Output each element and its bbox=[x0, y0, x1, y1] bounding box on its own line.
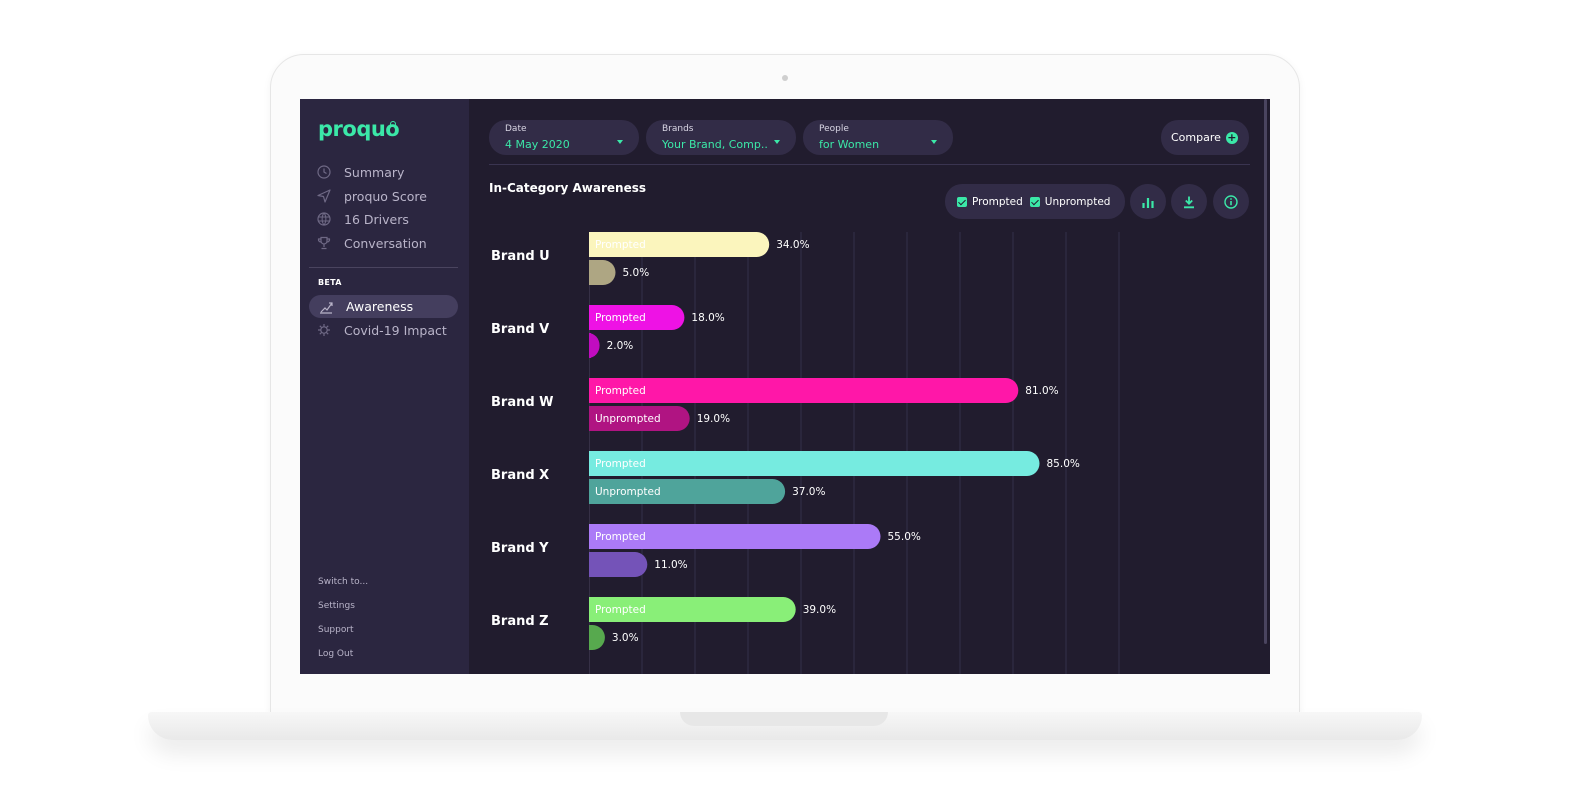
bar-prompted bbox=[577, 232, 770, 257]
category-label: Brand X bbox=[491, 468, 549, 483]
sidebar-item-label: Awareness bbox=[346, 299, 414, 314]
filter-value: 4 May 2020 bbox=[505, 138, 570, 151]
bar-prompted bbox=[577, 378, 1019, 403]
settings-link[interactable]: Settings bbox=[318, 601, 355, 611]
section-title: In-Category Awareness bbox=[489, 181, 647, 195]
unprompted-toggle-label: Unprompted bbox=[1044, 195, 1111, 208]
filter-label: People bbox=[819, 124, 849, 134]
awareness-chart: Brand U Prompted 34.0% 5.0% Brand V Prompted 1… bbox=[491, 232, 1120, 674]
value-label: 55.0% bbox=[888, 531, 921, 543]
camera bbox=[782, 75, 788, 81]
bar-unprompted bbox=[577, 406, 690, 431]
checkbox-icon bbox=[957, 196, 967, 207]
log-out-link[interactable]: Log Out bbox=[318, 649, 354, 659]
sidebar-item-label: Conversation bbox=[344, 235, 427, 251]
beta-label: BETA bbox=[318, 278, 342, 287]
value-label: 39.0% bbox=[803, 604, 836, 616]
info-button[interactable] bbox=[1213, 184, 1249, 219]
trend-icon bbox=[318, 299, 334, 315]
category-label: Brand V bbox=[491, 322, 549, 337]
unprompted-toggle[interactable]: Unprompted bbox=[1029, 195, 1111, 208]
value-label: 18.0% bbox=[691, 312, 724, 324]
filter-label: Date bbox=[505, 124, 527, 134]
prompted-toggle[interactable]: Prompted bbox=[957, 196, 1023, 208]
chevron-down-icon bbox=[931, 140, 937, 144]
main-panel: Date 4 May 2020 Brands Your Brand, Comp.… bbox=[469, 99, 1270, 674]
chevron-down-icon bbox=[774, 140, 780, 144]
bar-series-label: Prompted bbox=[595, 312, 646, 324]
value-label: 2.0% bbox=[607, 340, 634, 352]
plus-icon: + bbox=[1225, 130, 1238, 144]
date-filter[interactable]: Date 4 May 2020 bbox=[489, 120, 639, 155]
sidebar-item-label: 16 Drivers bbox=[344, 211, 409, 227]
scrollbar[interactable] bbox=[1264, 99, 1267, 644]
sidebar-item-16-drivers[interactable]: 16 Drivers bbox=[316, 208, 461, 230]
bar-prompted bbox=[577, 524, 881, 549]
bar-prompted bbox=[577, 597, 796, 622]
bar-prompted bbox=[577, 451, 1040, 476]
switch-to-link[interactable]: Switch to... bbox=[318, 577, 369, 587]
people-filter[interactable]: People for Women bbox=[803, 120, 953, 155]
sidebar-item-covid-19-impact[interactable]: Covid-19 Impact bbox=[316, 319, 461, 341]
header-divider bbox=[489, 164, 1250, 165]
bar-unprompted bbox=[577, 479, 786, 504]
sidebar-item-awareness[interactable]: Awareness bbox=[309, 295, 458, 318]
category-label: Brand Y bbox=[491, 541, 549, 556]
filter-value: Your Brand, Comp... bbox=[662, 138, 767, 151]
sidebar-divider bbox=[309, 267, 458, 268]
clock-icon bbox=[316, 164, 332, 180]
info-icon bbox=[1224, 194, 1238, 209]
category-label: Brand Z bbox=[491, 614, 549, 629]
app-screen: proquo Summary proquo Score 16 Drivers C… bbox=[300, 99, 1270, 674]
bar-series-label: Prompted bbox=[595, 531, 646, 543]
proquo-logo[interactable]: proquo bbox=[318, 117, 400, 141]
bar-series-label: Prompted bbox=[595, 458, 646, 470]
brands-filter[interactable]: Brands Your Brand, Comp... bbox=[646, 120, 796, 155]
send-icon bbox=[316, 188, 332, 204]
bar-series-label: Unprompted bbox=[595, 486, 661, 498]
value-label: 3.0% bbox=[612, 632, 639, 644]
globe-icon bbox=[316, 211, 332, 227]
bar-series-label: Prompted bbox=[595, 385, 646, 397]
bar-chart-icon bbox=[1142, 197, 1154, 208]
compare-label: Compare bbox=[1171, 131, 1221, 144]
category-label: Brand U bbox=[491, 249, 550, 264]
bar-unprompted bbox=[577, 552, 648, 577]
virus-icon bbox=[316, 322, 332, 338]
legend-toggles: Prompted Unprompted bbox=[945, 184, 1125, 219]
download-icon bbox=[1184, 196, 1194, 208]
prompted-toggle-label: Prompted bbox=[972, 195, 1023, 208]
bar-series-label: Unprompted bbox=[595, 413, 661, 425]
value-label: 34.0% bbox=[776, 239, 809, 251]
support-link[interactable]: Support bbox=[318, 625, 354, 635]
sidebar-item-label: Summary bbox=[344, 164, 405, 180]
sidebar: proquo Summary proquo Score 16 Drivers C… bbox=[300, 99, 469, 674]
checkbox-icon bbox=[1029, 196, 1040, 207]
bar-series-label: Prompted bbox=[595, 239, 646, 251]
value-label: 19.0% bbox=[697, 413, 730, 425]
category-label: Brand W bbox=[491, 395, 554, 410]
trophy-icon bbox=[316, 235, 332, 251]
sidebar-item-proquo-score[interactable]: proquo Score bbox=[316, 185, 461, 207]
sidebar-item-label: proquo Score bbox=[344, 188, 427, 204]
chevron-down-icon bbox=[617, 140, 623, 144]
logo-mark bbox=[390, 121, 396, 127]
bar-series-label: Prompted bbox=[595, 604, 646, 616]
sidebar-item-conversation[interactable]: Conversation bbox=[316, 232, 461, 254]
axis-mask bbox=[575, 232, 589, 674]
bar-prompted bbox=[577, 305, 685, 330]
compare-button[interactable]: Compare + bbox=[1161, 120, 1249, 155]
value-label: 37.0% bbox=[792, 486, 825, 498]
value-label: 11.0% bbox=[654, 559, 687, 571]
filter-value: for Women bbox=[819, 138, 880, 151]
sidebar-item-summary[interactable]: Summary bbox=[316, 161, 461, 183]
filter-label: Brands bbox=[662, 124, 694, 134]
chart-type-button[interactable] bbox=[1130, 184, 1166, 219]
sidebar-item-label: Covid-19 Impact bbox=[344, 322, 447, 338]
download-button[interactable] bbox=[1171, 184, 1207, 219]
value-label: 85.0% bbox=[1047, 458, 1080, 470]
value-label: 81.0% bbox=[1025, 385, 1058, 397]
value-label: 5.0% bbox=[623, 267, 650, 279]
laptop-notch bbox=[680, 712, 888, 726]
